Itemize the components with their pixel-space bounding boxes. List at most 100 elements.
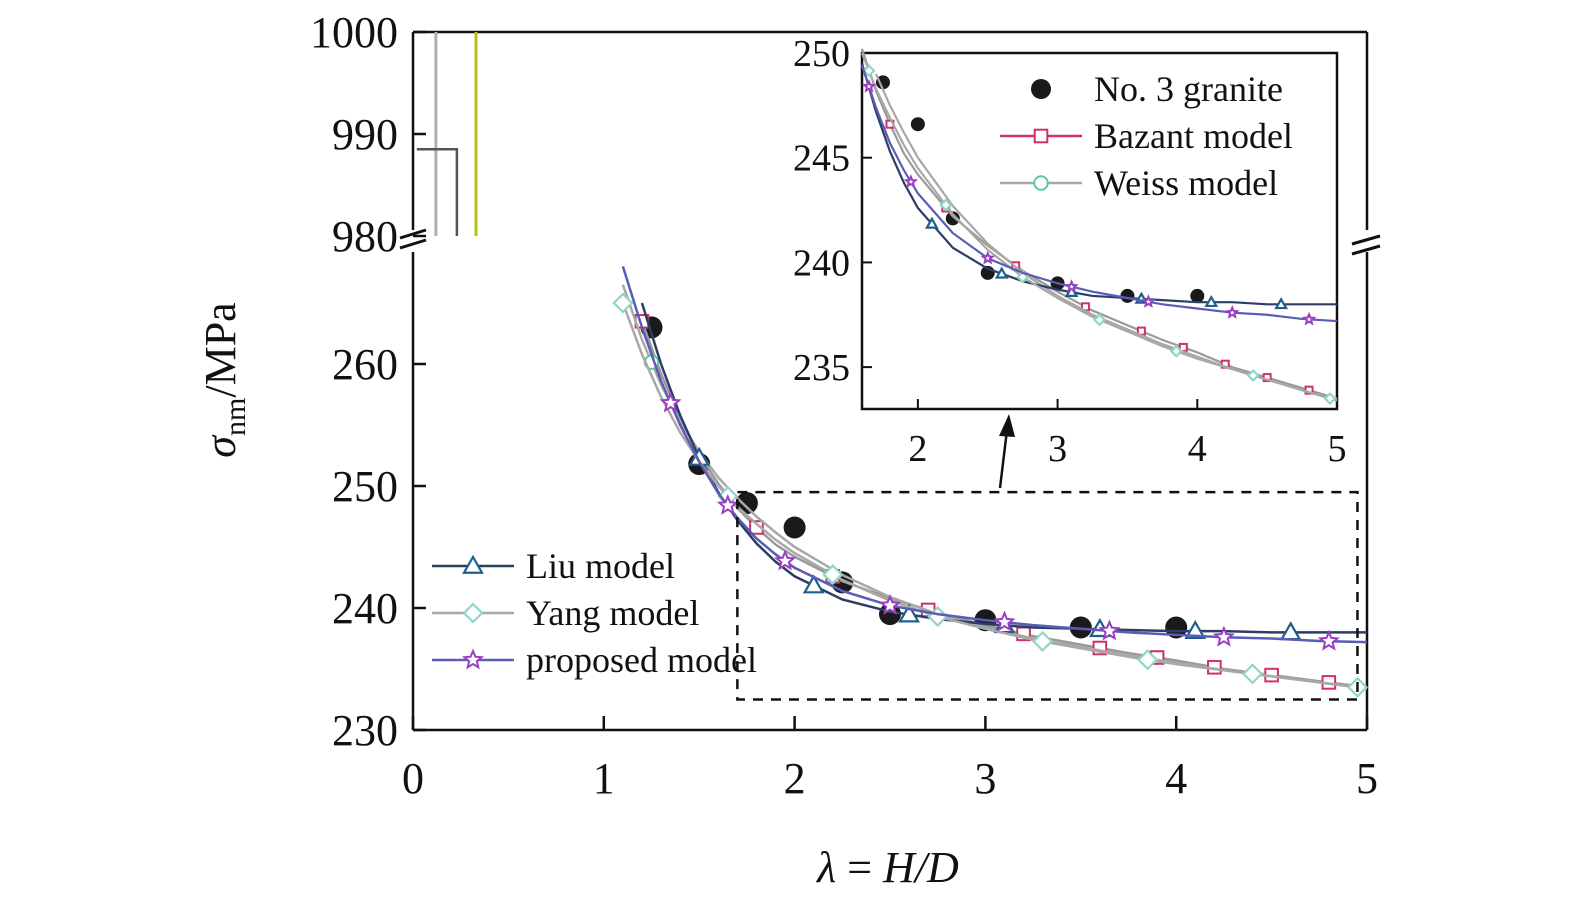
zoom-box [736, 490, 1359, 701]
data-point [910, 117, 925, 132]
series-marker [903, 174, 919, 188]
x-tick-label: 2 [784, 754, 806, 803]
inset-ticks: 2 3 4 5 235 240 245 250 [793, 33, 1347, 470]
series-marker [1141, 294, 1156, 308]
legend-label: Weiss model [1094, 163, 1278, 203]
y-axis-unit: /MPa [196, 302, 245, 397]
series-marker [1274, 297, 1289, 310]
series-line [860, 63, 1337, 306]
series-marker [1301, 311, 1317, 326]
legend-label: Bazant model [1094, 116, 1293, 156]
series-no-3-granite [875, 75, 1205, 303]
axis-break-marks [399, 228, 1381, 256]
data-point [945, 211, 960, 226]
series-liu-model [860, 63, 1337, 310]
series-marker [1241, 663, 1264, 685]
x-tick-label: 1 [593, 754, 615, 803]
data-point [875, 75, 890, 90]
series-marker [1137, 649, 1159, 671]
series-marker [924, 216, 939, 229]
data-point [1190, 288, 1205, 303]
y-tick-label: 1000 [310, 8, 398, 57]
series-line [621, 266, 1368, 644]
series-line [860, 65, 1338, 323]
legend-marker [1033, 128, 1049, 144]
series-marker [1184, 619, 1207, 640]
series-marker [862, 64, 876, 78]
series-marker [994, 266, 1009, 279]
legend-item: proposed model [432, 640, 757, 680]
upper-y-ticks: 980 990 1000 [310, 8, 426, 261]
legend-marker [461, 648, 485, 670]
upper-panel [411, 30, 1369, 230]
series-marker [1064, 279, 1079, 293]
y-axis-title: σnm/MPa [196, 302, 252, 457]
x-ticks: 0 1 2 3 4 5 [402, 716, 1378, 803]
data-point [879, 603, 901, 626]
x-axis-symbol: λ [815, 843, 836, 892]
legend-item: Bazant model [1000, 116, 1293, 156]
series-yang-model [860, 52, 1338, 406]
series-marker [802, 574, 825, 594]
legend-label: No. 3 granite [1094, 69, 1283, 109]
data-point [783, 516, 806, 539]
inset-x-tick-label: 3 [1048, 428, 1067, 470]
series-marker [1098, 619, 1121, 641]
series-marker [659, 391, 682, 413]
x-axis-title: λ = H/D [815, 843, 959, 892]
zoom-arrow [998, 414, 1015, 489]
series-marker [878, 593, 902, 615]
legend-item: Liu model [432, 546, 675, 586]
legend-label: proposed model [526, 640, 757, 680]
x-tick-label: 5 [1356, 754, 1378, 803]
series-marker [822, 564, 844, 586]
series-marker [716, 493, 739, 515]
series-marker [1317, 629, 1340, 651]
y-axis-symbol: σ [196, 434, 245, 458]
inset-x-tick-label: 2 [908, 428, 927, 470]
series-marker [1092, 313, 1107, 327]
inset-y-tick-label: 245 [793, 138, 850, 180]
series-marker [1246, 368, 1260, 383]
x-axis-rest: H/D [882, 843, 959, 892]
series-marker [939, 198, 953, 212]
lower-panel [411, 252, 1369, 732]
y-axis-subscript: nm [219, 398, 252, 436]
series-line [621, 302, 1368, 690]
lower-panel-content [612, 266, 1369, 698]
series-marker [1032, 630, 1054, 652]
series-marker [1323, 391, 1337, 406]
legend-marker [1033, 175, 1049, 191]
series-line [860, 48, 1338, 400]
series-marker [1204, 294, 1219, 308]
y-tick-label: 990 [332, 110, 398, 159]
series-proposed-model [860, 65, 1338, 326]
series-bazant-model [860, 48, 1338, 400]
data-point [1165, 616, 1188, 639]
series-marker [1169, 344, 1183, 358]
y-tick-label: 250 [332, 462, 398, 511]
series-marker [993, 610, 1016, 632]
x-tick-label: 3 [974, 754, 996, 803]
legend-item: No. 3 granite [1031, 69, 1283, 109]
series-line [860, 52, 1338, 402]
series-marker [774, 549, 797, 571]
legend-item: Yang model [432, 593, 699, 633]
inset-x-tick-label: 4 [1188, 428, 1207, 470]
series-marker [980, 250, 995, 265]
series-marker [1212, 625, 1235, 647]
series-marker [1224, 305, 1240, 319]
upper-step-line [416, 148, 459, 236]
x-tick-label: 0 [402, 754, 424, 803]
inset-y-tick-label: 250 [793, 33, 850, 75]
series-marker [861, 78, 877, 93]
inset-y-tick-label: 235 [793, 347, 850, 389]
y-tick-label: 980 [332, 212, 398, 261]
x-tick-label: 4 [1165, 754, 1187, 803]
y-tick-label: 230 [332, 706, 398, 755]
legend-label: Liu model [526, 546, 675, 586]
y-tick-label: 260 [332, 340, 398, 389]
data-point [735, 492, 758, 515]
series-marker [612, 292, 634, 314]
